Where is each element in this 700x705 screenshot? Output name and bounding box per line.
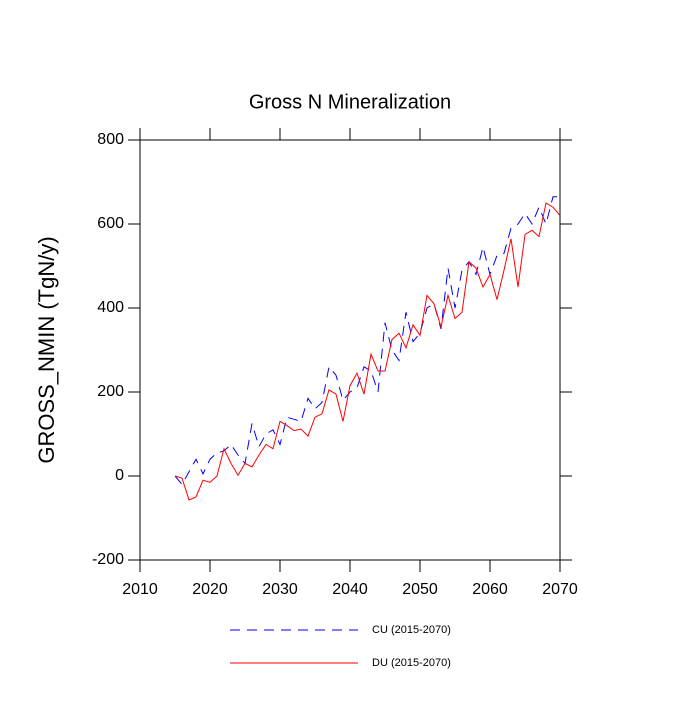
y-tick-label: 600 bbox=[97, 215, 124, 232]
x-tick-label: 2030 bbox=[262, 581, 298, 598]
x-tick-label: 2060 bbox=[472, 581, 508, 598]
chart-title: Gross N Mineralization bbox=[249, 91, 451, 113]
y-axis-label: GROSS_NMIN (TgN/y) bbox=[34, 236, 59, 463]
data-line bbox=[174, 196, 560, 486]
y-tick-label: 0 bbox=[115, 467, 124, 484]
data-line bbox=[174, 202, 561, 501]
plot-frame bbox=[139, 139, 561, 561]
x-tick-label: 2070 bbox=[542, 581, 578, 598]
legend-label: CU (2015-2070) bbox=[372, 624, 451, 636]
x-tick-label: 2010 bbox=[122, 581, 158, 598]
y-tick-label: 800 bbox=[97, 131, 124, 148]
y-tick-label: -200 bbox=[92, 551, 124, 568]
y-tick-label: 400 bbox=[97, 299, 124, 316]
y-tick-label: 200 bbox=[97, 383, 124, 400]
legend-label: DU (2015-2070) bbox=[372, 657, 451, 669]
x-tick-label: 2050 bbox=[402, 581, 438, 598]
x-tick-label: 2040 bbox=[332, 581, 368, 598]
x-tick-label: 2020 bbox=[192, 581, 228, 598]
